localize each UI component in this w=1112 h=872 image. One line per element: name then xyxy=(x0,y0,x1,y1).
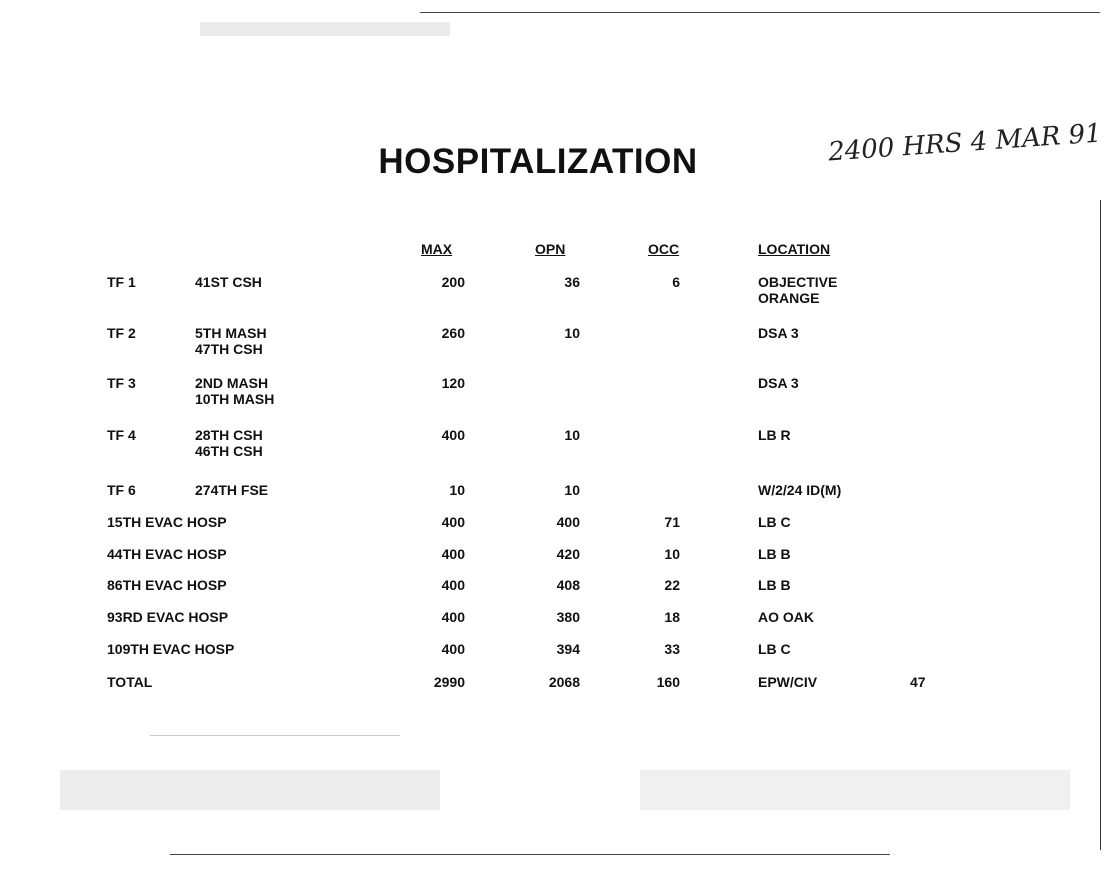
location: LB C xyxy=(758,514,791,530)
column-header-opn: OPN xyxy=(535,241,566,257)
location: DSA 3 xyxy=(758,375,799,391)
max-beds: 260 xyxy=(441,325,465,341)
unit-name: 44TH EVAC HOSP xyxy=(107,546,227,562)
task-force: TF 2 xyxy=(107,325,136,341)
occupied-beds: 71 xyxy=(664,514,680,530)
task-force: TF 1 xyxy=(107,274,136,290)
occupied-beds: 6 xyxy=(672,274,680,290)
scan-noise xyxy=(640,770,1070,810)
operational-beds: 36 xyxy=(564,274,580,290)
task-force: TF 6 xyxy=(107,482,136,498)
max-beds: 400 xyxy=(441,577,465,593)
total-max: 2990 xyxy=(433,674,465,690)
max-beds: 400 xyxy=(441,427,465,443)
page-title: HOSPITALIZATION xyxy=(378,142,698,181)
unit-name: 5TH MASH 47TH CSH xyxy=(195,325,267,357)
max-beds: 400 xyxy=(441,641,465,657)
max-beds: 400 xyxy=(441,514,465,530)
max-beds: 120 xyxy=(441,375,465,391)
operational-beds: 10 xyxy=(564,427,580,443)
operational-beds: 394 xyxy=(556,641,580,657)
occupied-beds: 10 xyxy=(664,546,680,562)
task-force: TF 3 xyxy=(107,375,136,391)
max-beds: 400 xyxy=(441,609,465,625)
unit-name: 93RD EVAC HOSP xyxy=(107,609,229,625)
total-location: EPW/CIV xyxy=(758,674,818,690)
location: W/2/24 ID(M) xyxy=(758,482,842,498)
occupied-beds: 22 xyxy=(664,577,680,593)
unit-name: 2ND MASH 10TH MASH xyxy=(195,375,275,407)
operational-beds: 10 xyxy=(564,325,580,341)
task-force: TF 4 xyxy=(107,427,136,443)
operational-beds: 408 xyxy=(556,577,580,593)
unit-name: 28TH CSH 46TH CSH xyxy=(195,427,263,459)
max-beds: 200 xyxy=(441,274,465,290)
location: OBJECTIVE ORANGE xyxy=(758,274,838,306)
location: LB C xyxy=(758,641,791,657)
total-opn: 2068 xyxy=(548,674,580,690)
location: LB B xyxy=(758,546,791,562)
unit-name: 109TH EVAC HOSP xyxy=(107,641,235,657)
location: AO OAK xyxy=(758,609,814,625)
total-label: TOTAL xyxy=(107,674,153,690)
max-beds: 10 xyxy=(449,482,465,498)
scan-noise xyxy=(200,22,450,36)
scan-noise xyxy=(150,735,400,736)
unit-name: 41ST CSH xyxy=(195,274,262,290)
operational-beds: 400 xyxy=(556,514,580,530)
unit-name: 274TH FSE xyxy=(195,482,269,498)
unit-name: 15TH EVAC HOSP xyxy=(107,514,227,530)
operational-beds: 420 xyxy=(556,546,580,562)
scan-edge-bottom xyxy=(170,854,890,855)
location: LB B xyxy=(758,577,791,593)
column-header-location: LOCATION xyxy=(758,241,831,257)
operational-beds: 380 xyxy=(556,609,580,625)
scan-noise xyxy=(60,770,440,810)
occupied-beds: 18 xyxy=(664,609,680,625)
total-extra: 47 xyxy=(910,674,926,690)
total-occ: 160 xyxy=(656,674,680,690)
occupied-beds: 33 xyxy=(664,641,680,657)
location: LB R xyxy=(758,427,791,443)
column-header-max: MAX xyxy=(421,241,453,257)
max-beds: 400 xyxy=(441,546,465,562)
location: DSA 3 xyxy=(758,325,799,341)
scan-edge-top xyxy=(420,12,1100,13)
column-header-occ: OCC xyxy=(648,241,680,257)
operational-beds: 10 xyxy=(564,482,580,498)
scan-edge-right xyxy=(1100,200,1101,850)
unit-name: 86TH EVAC HOSP xyxy=(107,577,227,593)
